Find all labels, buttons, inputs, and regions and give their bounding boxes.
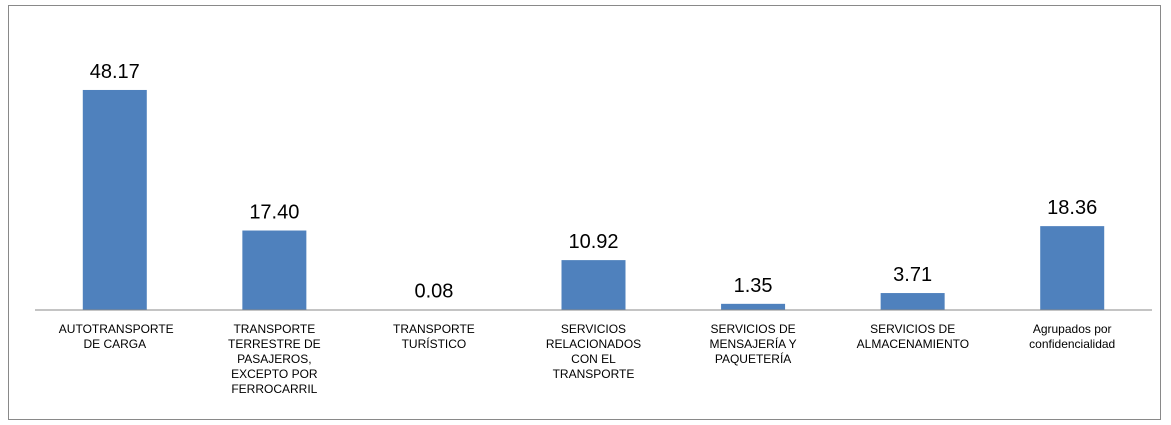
x-tick-label: SERVICIOS DE ALMACENAMIENTO — [856, 322, 970, 351]
x-tick-label: Agrupados por confidencialidad — [1029, 322, 1116, 351]
bar — [82, 89, 147, 310]
chart-frame — [8, 5, 1161, 420]
value-label: 18.36 — [1047, 197, 1097, 219]
x-tick-label: AUTOTRANSPORTE DE CARGA — [58, 322, 174, 351]
bar — [721, 303, 786, 310]
value-label: 0.08 — [414, 281, 453, 303]
x-tick-label: TRANSPORTE TERRESTRE DE PASAJEROS, EXCEP… — [228, 322, 321, 396]
bar — [561, 260, 626, 310]
bar — [242, 230, 307, 310]
x-tick-label: SERVICIOS DE MENSAJERÍA Y PAQUETERÍA — [709, 322, 797, 366]
value-label: 3.71 — [893, 264, 932, 286]
value-label: 10.92 — [568, 231, 618, 253]
value-label: 48.17 — [90, 61, 140, 83]
x-tick-label: SERVICIOS RELACIONADOS CON EL TRANSPORTE — [545, 322, 642, 381]
bar — [1040, 226, 1105, 310]
value-label: 17.40 — [249, 202, 299, 224]
x-tick-label: TRANSPORTE TURÍSTICO — [393, 322, 475, 351]
bar — [880, 293, 945, 310]
value-label: 1.35 — [734, 275, 773, 297]
